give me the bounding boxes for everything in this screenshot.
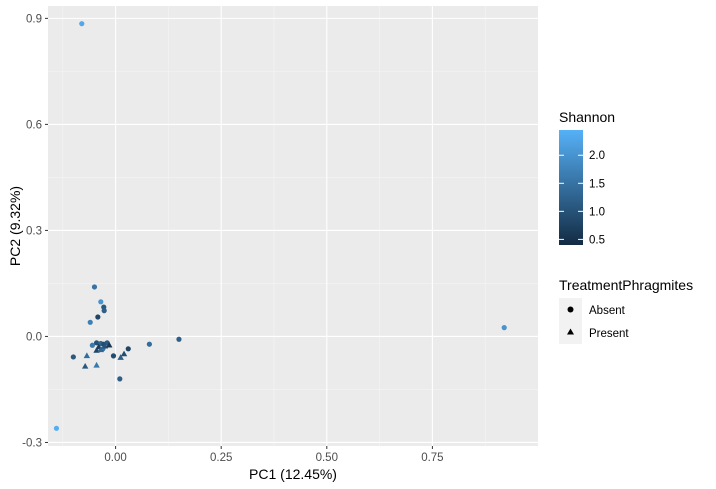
data-point-circle xyxy=(70,354,76,360)
data-point-circle xyxy=(146,341,152,347)
shape-legend-absent-label: Absent xyxy=(589,305,626,317)
data-point-circle xyxy=(91,284,98,290)
minor-grid xyxy=(48,6,538,446)
y-axis-title: PC2 (9.32%) xyxy=(7,186,23,266)
data-point-circle xyxy=(117,376,123,382)
color-legend-tick-label: 2.0 xyxy=(589,150,605,162)
data-point-circle xyxy=(176,336,182,342)
data-point-circle xyxy=(95,314,101,320)
x-axis-ticks: 0.00 0.25 0.50 0.75 xyxy=(104,446,444,464)
data-point-triangle xyxy=(106,341,113,348)
data-point-circle xyxy=(125,346,131,352)
data-point-circle xyxy=(79,21,85,27)
y-tick-label: 0.0 xyxy=(26,331,42,343)
x-tick-label: 0.75 xyxy=(421,452,443,464)
data-point-circle xyxy=(110,353,117,359)
data-point-circle xyxy=(93,340,100,346)
y-tick-label: -0.3 xyxy=(22,437,42,449)
x-tick-label: 0.50 xyxy=(316,452,338,464)
major-grid xyxy=(48,6,538,446)
data-point-circle xyxy=(101,308,107,314)
color-legend-title: Shannon xyxy=(559,109,615,125)
shape-key-present-triangle xyxy=(567,328,574,335)
data-point-triangle xyxy=(81,362,89,369)
y-tick-label: 0.9 xyxy=(26,13,42,25)
data-point-circle xyxy=(89,342,95,348)
x-tick-label: 0.25 xyxy=(210,452,232,464)
data-point-circle xyxy=(53,425,60,431)
shape-legend: TreatmentPhragmites Absent Present xyxy=(559,277,693,344)
data-point-triangle xyxy=(93,361,100,368)
data-point-triangle xyxy=(117,354,124,360)
data-point-circle xyxy=(98,299,104,305)
y-axis-ticks: -0.3 0.0 0.3 0.6 0.9 xyxy=(22,13,48,449)
shape-legend-present-label: Present xyxy=(589,328,629,340)
color-legend-tick-label: 1.0 xyxy=(589,206,605,218)
color-legend: Shannon 0.5 1.0 1.5 2.0 xyxy=(559,109,615,246)
data-point-triangle xyxy=(120,350,128,357)
color-legend-tick-label: 0.5 xyxy=(589,234,605,246)
y-tick-label: 0.6 xyxy=(26,119,42,131)
shape-key-absent-circle xyxy=(567,306,574,313)
color-legend-ticks: 0.5 1.0 1.5 2.0 xyxy=(559,150,605,246)
data-point-triangle xyxy=(83,352,91,359)
plot-panel xyxy=(48,6,538,446)
shape-legend-title: TreatmentPhragmites xyxy=(559,277,693,293)
color-legend-bar xyxy=(559,130,583,245)
data-point-triangle xyxy=(97,346,105,353)
data-point-circle xyxy=(87,319,93,325)
x-axis-title: PC1 (12.45%) xyxy=(249,466,337,482)
data-point-circle xyxy=(501,325,507,331)
x-tick-label: 0.00 xyxy=(104,452,126,464)
y-tick-label: 0.3 xyxy=(26,225,42,237)
data-points xyxy=(53,21,507,431)
color-legend-tick-label: 1.5 xyxy=(589,178,605,190)
